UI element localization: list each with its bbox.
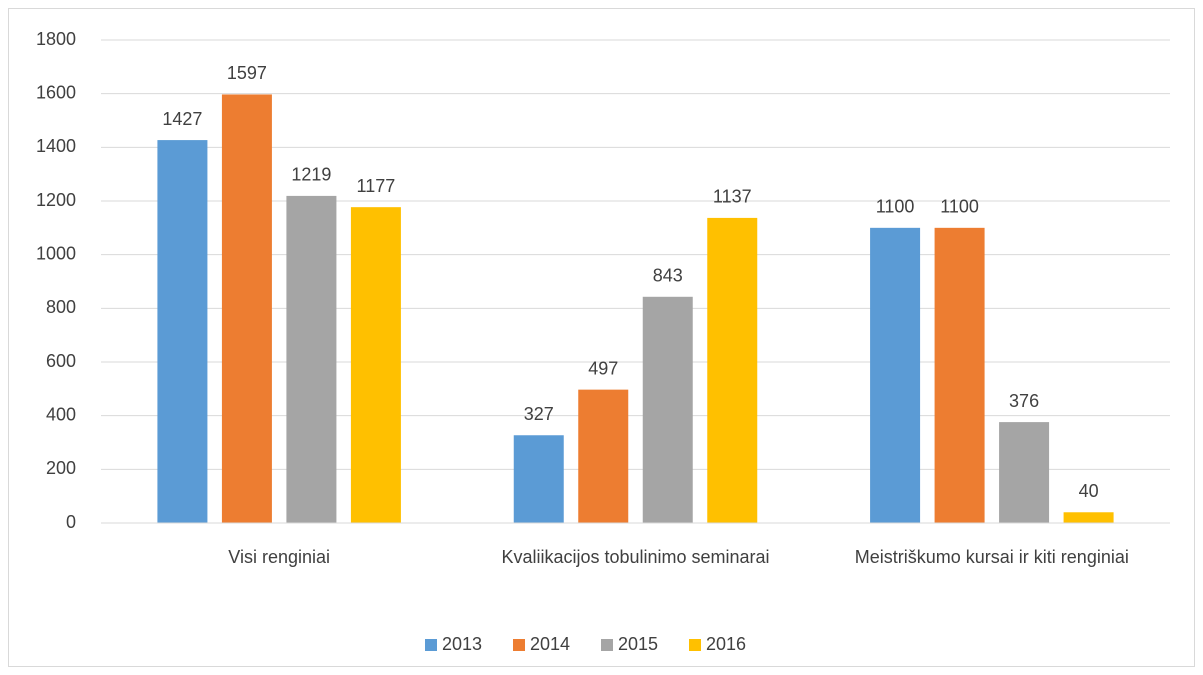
data-label: 1100: [876, 197, 915, 217]
bar: [513, 435, 564, 523]
data-label: 327: [524, 404, 554, 424]
data-label: 376: [1009, 391, 1039, 411]
bar: [870, 227, 921, 524]
y-tick-label: 400: [46, 404, 76, 424]
legend-swatch: [689, 639, 701, 651]
data-label: 40: [1079, 481, 1099, 501]
x-tick-label: Kvaliikacijos tobulinimo seminarai: [501, 547, 770, 567]
y-tick-label: 600: [46, 351, 76, 371]
data-label: 1177: [357, 176, 396, 196]
y-tick-label: 800: [46, 297, 76, 317]
data-label: 497: [588, 358, 618, 378]
bar: [1063, 512, 1114, 523]
bar: [578, 389, 629, 523]
legend-swatch: [425, 639, 437, 651]
data-label: 843: [653, 266, 683, 286]
data-label: 1427: [162, 109, 202, 129]
legend-swatch: [513, 639, 525, 651]
y-tick-label: 0: [66, 512, 76, 532]
bar: [934, 227, 985, 524]
bar: [221, 94, 272, 523]
y-tick-label: 1600: [36, 82, 76, 102]
data-label: 1597: [227, 63, 267, 83]
y-tick-label: 1000: [36, 243, 76, 263]
data-label: 1137: [713, 187, 752, 207]
legend-swatch: [601, 639, 613, 651]
bar: [999, 422, 1050, 523]
y-tick-label: 1400: [36, 136, 76, 156]
x-tick-label: Meistriškumo kursai ir kiti renginiai: [854, 547, 1129, 567]
legend-label: 2013: [442, 634, 482, 654]
legend-label: 2016: [706, 634, 746, 654]
bar: [707, 217, 758, 523]
y-tick-label: 1200: [36, 190, 76, 210]
legend-label: 2015: [618, 634, 658, 654]
x-tick-label: Visi renginiai: [228, 547, 331, 567]
data-label: 1100: [940, 197, 979, 217]
bar: [350, 207, 401, 523]
bar: [642, 296, 693, 523]
y-tick-label: 200: [46, 458, 76, 478]
bar: [157, 140, 208, 524]
bar: [286, 195, 337, 523]
legend-label: 2014: [530, 634, 570, 654]
y-tick-label: 1800: [36, 29, 76, 49]
data-label: 1219: [291, 165, 331, 185]
